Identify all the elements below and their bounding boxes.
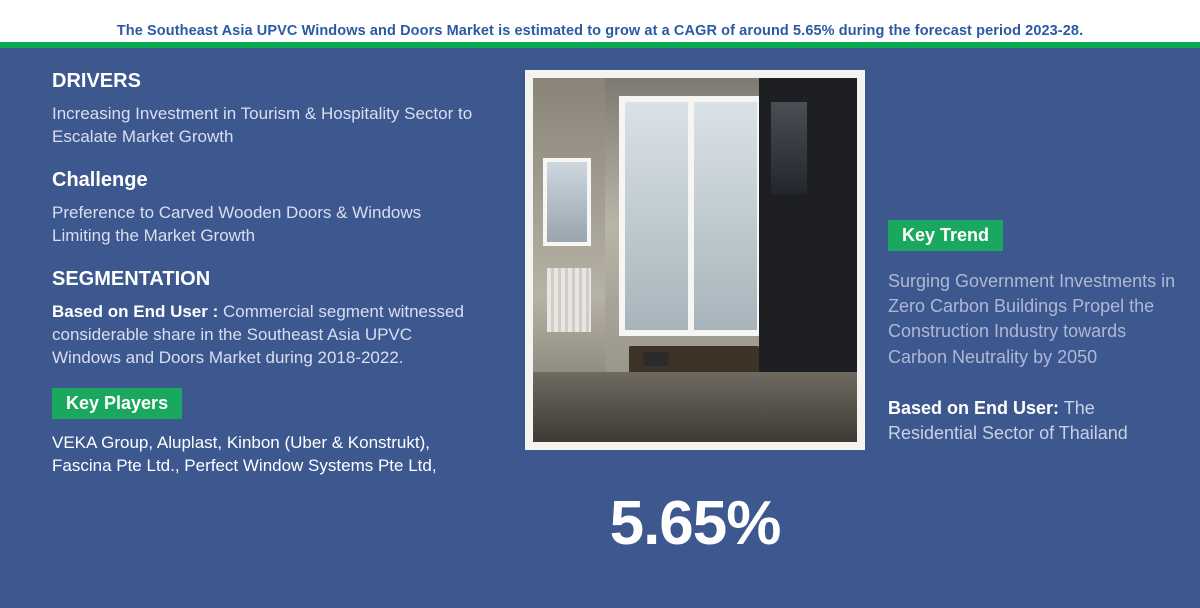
segmentation-text: Based on End User : Commercial segment w… [52,301,482,370]
end-user-label: Based on End User: [888,398,1059,418]
photo-door-icon [619,96,763,336]
challenge-heading: Challenge [52,169,482,192]
drivers-heading: DRIVERS [52,70,482,93]
photo-floor [533,372,857,442]
headline-banner: The Southeast Asia UPVC Windows and Door… [0,18,1200,48]
top-spacer [0,0,1200,18]
segmentation-label: Based on End User : [52,302,218,321]
key-players-pill: Key Players [52,388,182,419]
right-column: Key Trend Surging Government Investments… [880,48,1200,608]
photo-radiator [547,268,591,332]
drivers-text: Increasing Investment in Tourism & Hospi… [52,103,482,149]
middle-column: 5.65% [510,48,880,608]
main-panel: DRIVERS Increasing Investment in Tourism… [0,48,1200,608]
left-column: DRIVERS Increasing Investment in Tourism… [0,48,510,608]
end-user-text: Based on End User: The Residential Secto… [888,396,1184,446]
photo-window-icon [543,158,591,246]
product-photo [533,78,857,442]
cagr-percentage: 5.65% [518,488,872,559]
photo-shoe [643,352,669,366]
segmentation-heading: SEGMENTATION [52,268,482,291]
key-players-text: VEKA Group, Aluplast, Kinbon (Uber & Kon… [52,431,482,479]
key-trend-pill: Key Trend [888,220,1003,251]
challenge-text: Preference to Carved Wooden Doors & Wind… [52,202,482,248]
product-photo-frame [525,70,865,450]
headline-text: The Southeast Asia UPVC Windows and Door… [117,23,1083,39]
key-trend-text: Surging Government Investments in Zero C… [888,269,1184,370]
right-spacer [888,70,1184,220]
